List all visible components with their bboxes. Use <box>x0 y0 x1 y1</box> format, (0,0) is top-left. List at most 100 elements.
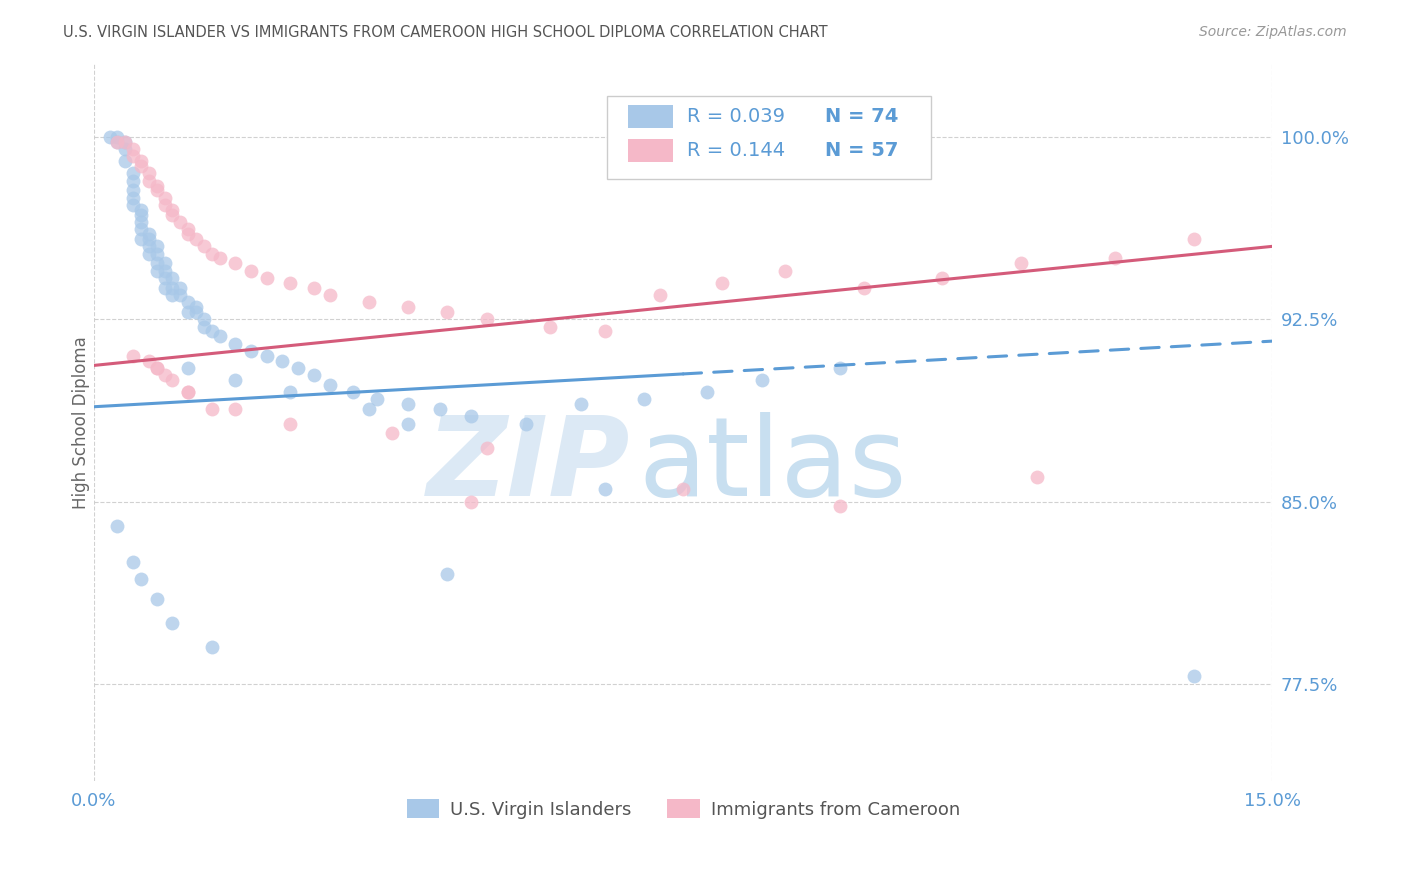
FancyBboxPatch shape <box>606 96 931 178</box>
Point <box>396 397 419 411</box>
Point <box>475 441 498 455</box>
Point <box>146 178 169 193</box>
Point <box>162 615 184 630</box>
Text: U.S. VIRGIN ISLANDER VS IMMIGRANTS FROM CAMEROON HIGH SCHOOL DIPLOMA CORRELATION: U.S. VIRGIN ISLANDER VS IMMIGRANTS FROM … <box>63 25 828 40</box>
Point <box>146 360 169 375</box>
Point <box>208 252 231 266</box>
Point <box>122 149 145 163</box>
Point <box>177 305 200 319</box>
Point <box>342 385 364 400</box>
Text: N = 57: N = 57 <box>825 141 898 160</box>
Point <box>184 232 207 246</box>
Point <box>357 402 380 417</box>
Point <box>138 166 160 180</box>
Point <box>318 288 340 302</box>
Point <box>146 239 169 253</box>
Point <box>129 572 152 586</box>
Point <box>538 319 561 334</box>
Point <box>138 353 160 368</box>
Point <box>146 360 169 375</box>
Point <box>114 154 136 169</box>
Point <box>146 591 169 606</box>
Point <box>122 198 145 212</box>
Point <box>153 368 176 383</box>
Point <box>208 329 231 343</box>
Point <box>696 385 718 400</box>
Point <box>460 409 482 424</box>
Point <box>256 349 278 363</box>
Point <box>436 305 458 319</box>
Point <box>302 368 325 383</box>
Point <box>129 154 152 169</box>
Point <box>287 360 309 375</box>
Point <box>146 246 169 260</box>
Point <box>122 142 145 156</box>
Point <box>224 373 246 387</box>
Point <box>852 280 875 294</box>
Point <box>169 280 191 294</box>
Point <box>396 417 419 431</box>
Point <box>648 288 671 302</box>
Point <box>122 555 145 569</box>
Point <box>830 360 852 375</box>
Point <box>201 640 224 655</box>
Point <box>271 353 294 368</box>
Point <box>177 295 200 310</box>
Point <box>107 518 129 533</box>
Point <box>153 271 176 285</box>
Point <box>138 232 160 246</box>
Point <box>1010 256 1032 270</box>
Point <box>153 198 176 212</box>
Point <box>107 130 129 145</box>
Point <box>107 135 129 149</box>
Point <box>122 174 145 188</box>
Point <box>1025 470 1047 484</box>
Point <box>775 263 797 277</box>
Point <box>396 300 419 314</box>
Point <box>429 402 451 417</box>
Point <box>302 280 325 294</box>
Point <box>751 373 773 387</box>
Point <box>201 402 224 417</box>
Point <box>138 246 160 260</box>
Point <box>129 202 152 217</box>
Point <box>184 300 207 314</box>
Point <box>129 232 152 246</box>
Point <box>153 256 176 270</box>
Point <box>153 263 176 277</box>
Point <box>201 246 224 260</box>
Point <box>931 271 953 285</box>
Point <box>146 256 169 270</box>
Point <box>177 385 200 400</box>
Point <box>224 402 246 417</box>
Point <box>122 349 145 363</box>
Point <box>569 397 592 411</box>
Point <box>162 202 184 217</box>
Point <box>515 417 537 431</box>
Point <box>169 215 191 229</box>
Point <box>146 263 169 277</box>
Point <box>177 360 200 375</box>
Point <box>122 183 145 197</box>
Text: Source: ZipAtlas.com: Source: ZipAtlas.com <box>1199 25 1347 39</box>
Point <box>177 227 200 242</box>
Point <box>138 174 160 188</box>
Point <box>201 325 224 339</box>
Point <box>177 385 200 400</box>
Point <box>366 392 388 407</box>
Point <box>593 483 616 497</box>
Point <box>114 135 136 149</box>
Point <box>280 276 302 290</box>
Point <box>357 295 380 310</box>
Point <box>280 417 302 431</box>
Text: atlas: atlas <box>638 412 907 519</box>
Point <box>1182 232 1205 246</box>
Point <box>162 288 184 302</box>
Point <box>475 312 498 326</box>
Point <box>98 130 121 145</box>
Point <box>193 239 215 253</box>
Point <box>138 227 160 242</box>
Point <box>122 166 145 180</box>
Point <box>240 263 263 277</box>
Text: R = 0.144: R = 0.144 <box>686 141 785 160</box>
